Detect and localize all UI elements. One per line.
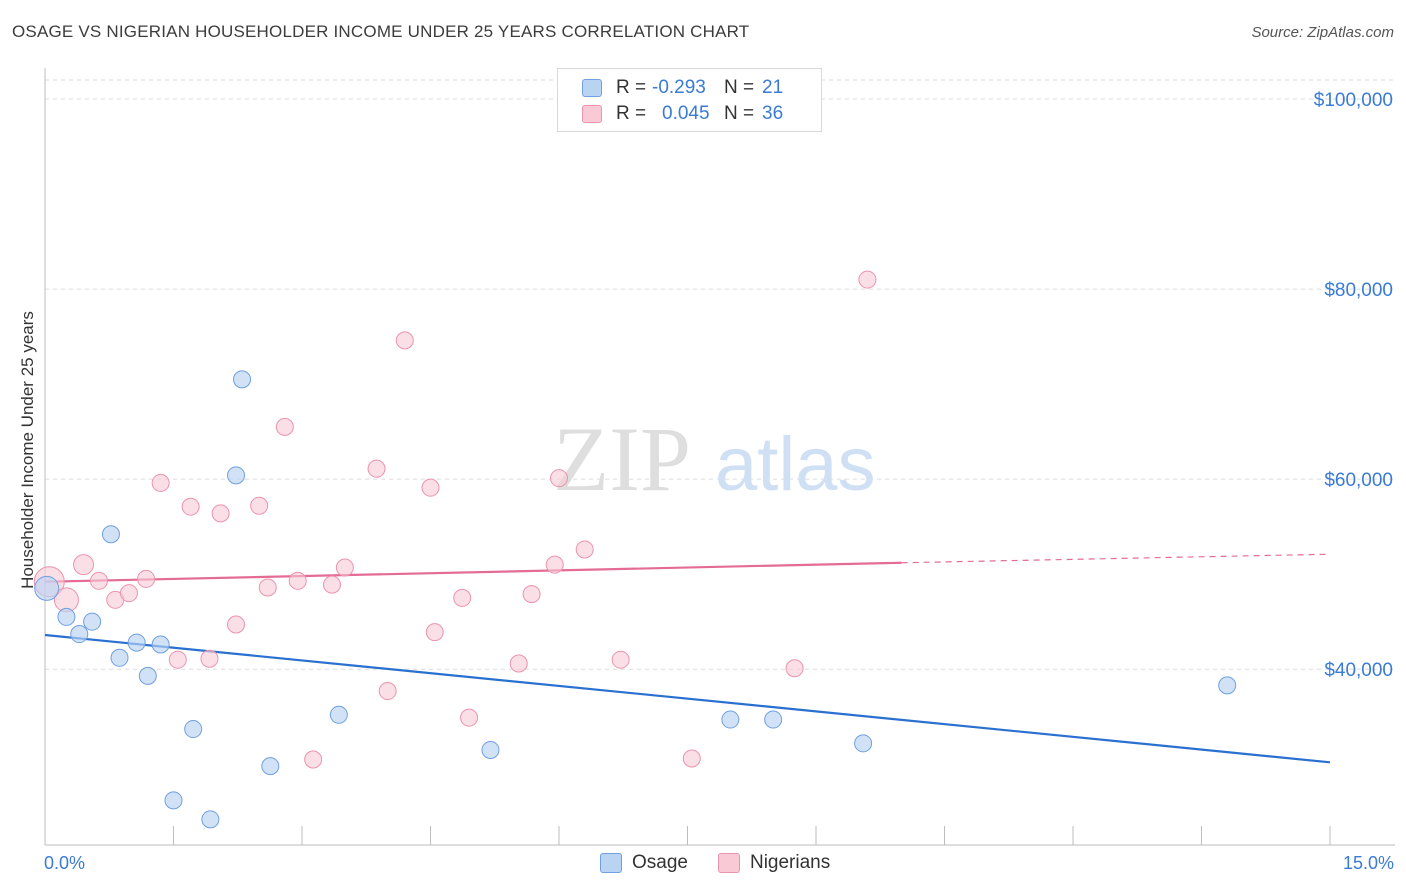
nigerians-point — [258, 578, 277, 597]
nigerians-swatch — [582, 105, 602, 123]
nigerians-point — [395, 331, 414, 350]
nigerians-point — [460, 708, 479, 727]
osage-point — [138, 666, 157, 685]
nigerians-point — [367, 459, 386, 478]
osage-swatch — [582, 79, 602, 97]
nigerians-point — [550, 469, 568, 488]
nigerians-point — [575, 540, 594, 559]
osage-point — [184, 720, 203, 739]
nigerians-point — [168, 650, 187, 669]
nigerians-point — [509, 654, 528, 673]
osage-point — [233, 370, 252, 389]
legend-r-value: -0.293 — [652, 77, 706, 98]
data-points — [33, 270, 1237, 829]
osage-trend-line — [44, 633, 1331, 764]
nigerians-point — [425, 623, 444, 642]
nigerians-point — [227, 615, 246, 634]
nigerians-point — [611, 650, 630, 669]
osage-point — [764, 710, 783, 729]
nigerians-point — [858, 270, 877, 289]
osage-point — [721, 710, 740, 729]
axes — [44, 68, 1395, 846]
nigerians-point — [181, 497, 200, 516]
nigerians-point — [378, 682, 397, 701]
osage-point — [83, 612, 102, 631]
nigerians-trend-extension — [901, 553, 1331, 564]
nigerians-point — [421, 478, 440, 497]
osage-point — [34, 575, 60, 601]
source-credit: Source: ZipAtlas.com — [1251, 24, 1394, 41]
nigerians-point — [453, 588, 472, 607]
legend-item-nigerians[interactable]: Nigerians — [717, 852, 831, 874]
legend-r-label: R = — [616, 77, 647, 98]
osage-point — [261, 757, 280, 776]
y-tick-label: $40,000 — [1324, 660, 1393, 681]
y-tick-label: $100,000 — [1314, 90, 1393, 111]
nigerians-point — [682, 749, 701, 768]
nigerians-point — [322, 575, 341, 594]
nigerians-point — [250, 496, 269, 515]
osage-swatch — [600, 853, 622, 873]
nigerians-point — [200, 649, 219, 668]
osage-point — [227, 466, 246, 485]
legend-n-value: 21 — [762, 77, 784, 98]
osage-point — [110, 648, 129, 667]
osage-point — [854, 734, 873, 753]
legend-row-osage: R = -0.293 N = 21 — [582, 77, 783, 99]
x-tick-label-max: 15.0% — [1343, 853, 1394, 873]
nigerians-point — [211, 504, 230, 523]
nigerians-point — [73, 554, 95, 576]
nigerians-swatch — [717, 853, 740, 873]
y-tick-label: $60,000 — [1324, 470, 1393, 491]
osage-point — [101, 525, 120, 544]
osage-point — [151, 635, 170, 654]
legend-r-value: 0.045 — [662, 103, 710, 124]
osage-point — [164, 791, 183, 810]
legend-label-nigerians: Nigerians — [749, 852, 831, 873]
legend-n-label: N = — [724, 103, 755, 124]
legend-r-label: R = — [616, 103, 647, 124]
watermark-zip: ZIP — [553, 408, 691, 510]
osage-point — [1218, 676, 1237, 695]
nigerians-point — [545, 555, 564, 574]
nigerians-point — [785, 659, 804, 678]
osage-point — [201, 810, 220, 829]
nigerians-point — [335, 558, 354, 577]
legend-row-nigerians: R = 0.045 N = 36 — [582, 103, 783, 125]
x-tick-label-min: 0.0% — [44, 853, 85, 873]
legend-n-value: 36 — [762, 103, 784, 124]
osage-point — [70, 625, 89, 644]
chart-title: OSAGE VS NIGERIAN HOUSEHOLDER INCOME UND… — [12, 22, 750, 41]
legend-item-osage[interactable]: Osage — [600, 852, 688, 874]
osage-point — [481, 740, 500, 759]
legend-n-label: N = — [724, 77, 755, 98]
nigerians-point — [119, 584, 138, 603]
nigerians-point — [151, 473, 170, 492]
nigerians-point — [89, 571, 108, 590]
nigerians-point — [275, 417, 294, 436]
osage-point — [127, 633, 146, 652]
series-legend: Osage Nigerians — [600, 852, 860, 874]
trend-lines — [44, 553, 1331, 764]
tick-labels: $40,000 $60,000 $80,000 $100,000 0.0% 15.0% — [44, 90, 1394, 873]
nigerians-point — [137, 569, 156, 588]
nigerians-point — [288, 571, 307, 590]
nigerians-trend-line — [44, 561, 902, 583]
nigerians-point — [304, 750, 323, 769]
y-tick-label: $80,000 — [1324, 280, 1393, 301]
y-axis-title: Householder Income Under 25 years — [18, 311, 37, 589]
watermark-atlas: atlas — [715, 422, 876, 507]
legend-label-osage: Osage — [632, 852, 688, 873]
osage-point — [329, 705, 348, 724]
correlation-legend: R = -0.293 N = 21 R = 0.045 N = 36 — [557, 68, 822, 132]
osage-point — [57, 607, 76, 626]
y-axis-title-wrap: Householder Income Under 25 years — [16, 290, 40, 690]
nigerians-point — [522, 585, 541, 604]
watermark: ZIP atlas — [553, 408, 876, 510]
